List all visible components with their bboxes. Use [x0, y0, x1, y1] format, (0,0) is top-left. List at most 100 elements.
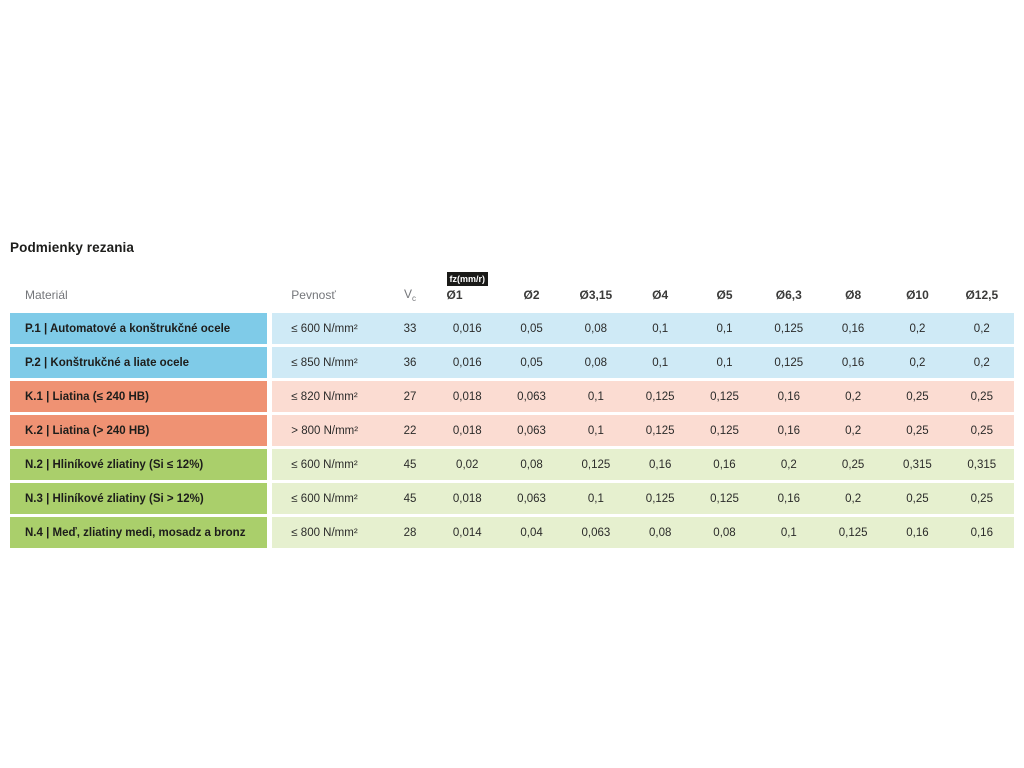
- feed-value-cell: 0,02: [435, 449, 500, 480]
- feed-value-cell: 0,16: [692, 449, 757, 480]
- cutting-conditions-table: Materiál Pevnosť Vc fz(mm/r) Ø1 Ø2 Ø3,15…: [10, 253, 1014, 551]
- feed-value-cell: 0,016: [435, 313, 500, 344]
- table-body: P.1 | Automatové a konštrukčné ocele ≤ 60…: [10, 313, 1014, 548]
- feed-value-cell: 0,25: [885, 415, 950, 446]
- feed-value-cell: 0,16: [756, 381, 821, 412]
- column-gap: [267, 449, 273, 480]
- strength-cell: ≤ 820 N/mm²: [272, 381, 385, 412]
- material-cell: K.2 | Liatina (> 240 HB): [10, 415, 268, 446]
- table-row: N.4 | Meď, zliatiny medi, mosadz a bronz…: [10, 517, 1014, 548]
- feed-value-cell: 0,2: [820, 415, 886, 446]
- feed-value-cell: 0,125: [692, 415, 757, 446]
- feed-value-cell: 0,25: [885, 483, 950, 514]
- feed-value-cell: 0,125: [820, 517, 886, 548]
- table-row: K.1 | Liatina (≤ 240 HB) ≤ 820 N/mm² 27 0,0…: [10, 381, 1014, 412]
- feed-value-cell: 0,1: [563, 483, 629, 514]
- feed-value-cell: 0,2: [820, 483, 886, 514]
- material-cell: P.1 | Automatové a konštrukčné ocele: [10, 313, 268, 344]
- feed-value-cell: 0,018: [435, 381, 500, 412]
- column-gap: [267, 517, 273, 548]
- header-diameter-3-15: Ø3,15: [579, 288, 613, 303]
- feed-value-cell: 0,2: [756, 449, 821, 480]
- feed-value-cell: 0,2: [885, 347, 950, 378]
- feed-value-cell: 0,125: [692, 381, 757, 412]
- material-cell: N.4 | Meď, zliatiny medi, mosadz a bronz: [10, 517, 268, 548]
- strength-cell: ≤ 600 N/mm²: [272, 313, 385, 344]
- feed-value-cell: 0,08: [563, 347, 629, 378]
- feed-value-cell: 0,25: [820, 449, 886, 480]
- feed-value-cell: 0,125: [628, 483, 693, 514]
- feed-value-cell: 0,018: [435, 483, 500, 514]
- feed-value-cell: 0,1: [628, 347, 693, 378]
- header-diameter-2: Ø2: [523, 288, 540, 303]
- feed-value-cell: 0,08: [628, 517, 693, 548]
- vc-cell: 27: [384, 381, 436, 412]
- feed-value-cell: 0,018: [435, 415, 500, 446]
- vc-cell: 28: [384, 517, 436, 548]
- table-header: Materiál Pevnosť Vc fz(mm/r) Ø1 Ø2 Ø3,15…: [10, 256, 1014, 310]
- table-row: P.2 | Konštrukčné a liate ocele ≤ 850 N/m…: [10, 347, 1014, 378]
- table-row: K.2 | Liatina (> 240 HB) > 800 N/mm² 22 0,0…: [10, 415, 1014, 446]
- feed-value-cell: 0,08: [692, 517, 757, 548]
- strength-cell: ≤ 850 N/mm²: [272, 347, 385, 378]
- feed-value-cell: 0,08: [563, 313, 629, 344]
- strength-cell: > 800 N/mm²: [272, 415, 385, 446]
- header-diameter-8: Ø8: [845, 288, 862, 303]
- header-vc: Vc: [403, 286, 416, 303]
- header-diameter-4: Ø4: [652, 288, 669, 303]
- strength-cell: ≤ 600 N/mm²: [272, 449, 385, 480]
- feed-value-cell: 0,014: [435, 517, 500, 548]
- feed-value-cell: 0,16: [756, 415, 821, 446]
- table-row: N.3 | Hliníkové zliatiny (Si > 12%) ≤ 600…: [10, 483, 1014, 514]
- header-diameter-5: Ø5: [716, 288, 733, 303]
- feed-value-cell: 0,125: [628, 415, 693, 446]
- feed-value-cell: 0,1: [628, 313, 693, 344]
- table-row: P.1 | Automatové a konštrukčné ocele ≤ 60…: [10, 313, 1014, 344]
- feed-value-cell: 0,016: [435, 347, 500, 378]
- feed-value-cell: 0,1: [692, 313, 757, 344]
- feed-value-cell: 0,16: [628, 449, 693, 480]
- feed-value-cell: 0,16: [949, 517, 1014, 548]
- feed-value-cell: 0,315: [885, 449, 950, 480]
- feed-value-cell: 0,16: [885, 517, 950, 548]
- strength-cell: ≤ 600 N/mm²: [272, 483, 385, 514]
- feed-value-cell: 0,063: [563, 517, 629, 548]
- vc-cell: 45: [384, 483, 436, 514]
- feed-value-cell: 0,125: [756, 313, 821, 344]
- vc-cell: 45: [384, 449, 436, 480]
- feed-value-cell: 0,05: [499, 347, 564, 378]
- feed-value-cell: 0,25: [949, 483, 1014, 514]
- feed-value-cell: 0,125: [692, 483, 757, 514]
- feed-value-cell: 0,25: [949, 381, 1014, 412]
- feed-value-cell: 0,04: [499, 517, 564, 548]
- feed-value-cell: 0,063: [499, 483, 564, 514]
- vc-cell: 33: [384, 313, 436, 344]
- page-title: Podmienky rezania: [10, 240, 134, 255]
- feed-value-cell: 0,063: [499, 381, 564, 412]
- strength-cell: ≤ 800 N/mm²: [272, 517, 385, 548]
- fz-unit-badge: fz(mm/r): [446, 272, 488, 287]
- diameter-label: Ø1: [446, 288, 463, 303]
- feed-value-cell: 0,2: [949, 313, 1014, 344]
- column-gap: [267, 313, 273, 344]
- feed-value-cell: 0,2: [949, 347, 1014, 378]
- header-material: Materiál: [25, 288, 68, 303]
- vc-cell: 36: [384, 347, 436, 378]
- table-row: N.2 | Hliníkové zliatiny (Si ≤ 12%) ≤ 600…: [10, 449, 1014, 480]
- column-gap: [267, 415, 273, 446]
- feed-value-cell: 0,16: [820, 313, 886, 344]
- header-strength: Pevnosť: [291, 288, 336, 303]
- material-cell: K.1 | Liatina (≤ 240 HB): [10, 381, 268, 412]
- vc-subscript: c: [411, 293, 416, 303]
- feed-value-cell: 0,125: [756, 347, 821, 378]
- feed-value-cell: 0,16: [820, 347, 886, 378]
- column-gap: [267, 347, 273, 378]
- feed-value-cell: 0,08: [499, 449, 564, 480]
- feed-value-cell: 0,16: [756, 483, 821, 514]
- header-diameter-1: fz(mm/r) Ø1: [435, 256, 499, 310]
- header-row: Materiál Pevnosť Vc fz(mm/r) Ø1 Ø2 Ø3,15…: [10, 256, 1014, 310]
- feed-value-cell: 0,1: [692, 347, 757, 378]
- header-diameter-6-3: Ø6,3: [775, 288, 802, 303]
- header-diameter-12-5: Ø12,5: [965, 288, 999, 303]
